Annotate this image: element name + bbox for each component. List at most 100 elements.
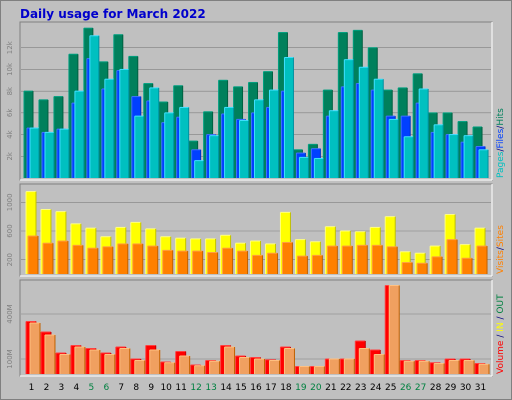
bar-fill bbox=[359, 348, 370, 374]
x-tick-label: 4 bbox=[74, 383, 80, 393]
bar-fill bbox=[44, 335, 55, 374]
bar-sites-20 bbox=[311, 254, 323, 274]
bar-sites-28 bbox=[431, 256, 443, 274]
bar-sites-21 bbox=[326, 245, 338, 274]
bar-fill bbox=[239, 120, 249, 178]
bar-fill bbox=[237, 251, 248, 274]
bar-pages-6 bbox=[104, 78, 115, 178]
bar-fill bbox=[149, 87, 159, 178]
bar-fill bbox=[59, 129, 69, 178]
x-tick-label: 21 bbox=[325, 383, 336, 393]
bar-pages-8 bbox=[134, 115, 145, 178]
bar-fill bbox=[297, 256, 308, 274]
bar-pages-16 bbox=[254, 99, 265, 178]
bar-pages-25 bbox=[388, 118, 399, 178]
chart-title: Daily usage for March 2022 bbox=[20, 7, 206, 21]
x-tick-label: 27 bbox=[415, 383, 426, 393]
x-tick-label: 3 bbox=[59, 383, 65, 393]
bar-fill bbox=[194, 365, 205, 374]
bar-sites-24 bbox=[371, 244, 383, 274]
panel-visits-sites: 200 600 1000 Visits/Sites bbox=[6, 183, 506, 277]
bar-fill bbox=[327, 246, 338, 274]
x-tick-label: 15 bbox=[235, 383, 246, 393]
bar-fill bbox=[385, 216, 396, 274]
bar-fill bbox=[224, 347, 235, 374]
bar-pages-14 bbox=[224, 106, 235, 178]
bar-out-16 bbox=[254, 358, 266, 374]
bar-fill bbox=[164, 362, 175, 374]
bar-sites-1 bbox=[27, 235, 39, 274]
bar-fill bbox=[149, 350, 160, 374]
bar-fill bbox=[209, 361, 220, 374]
bar-fill bbox=[284, 348, 295, 374]
bar-fill bbox=[147, 246, 158, 274]
panel-volume-in-out: 100M 400M Volume / IN / OUT bbox=[6, 279, 506, 377]
bar-sites-6 bbox=[102, 246, 114, 274]
bar-fill bbox=[404, 361, 415, 374]
bar-out-3 bbox=[59, 354, 71, 374]
bar-fill bbox=[312, 255, 323, 274]
bar-fill bbox=[417, 263, 428, 274]
bar-fill bbox=[404, 136, 414, 178]
x-tick-label: 1 bbox=[29, 383, 35, 393]
x-tick-label: 25 bbox=[385, 383, 396, 393]
legend-pages: Pages bbox=[496, 151, 506, 178]
bar-fill bbox=[314, 158, 324, 178]
bar-pages-26 bbox=[403, 136, 414, 178]
bar-fill bbox=[342, 246, 353, 274]
bar-fill bbox=[179, 107, 189, 178]
bar-pages-20 bbox=[313, 157, 324, 178]
legend-sep: / bbox=[496, 148, 506, 152]
x-tick-label: 13 bbox=[205, 383, 216, 393]
bar-pages-11 bbox=[179, 106, 190, 178]
bar-fill bbox=[194, 160, 204, 178]
bar-fill bbox=[389, 285, 400, 374]
bar-fill bbox=[479, 364, 490, 374]
x-tick-label: 8 bbox=[133, 383, 139, 393]
bar-fill bbox=[224, 107, 234, 178]
bar-fill bbox=[329, 110, 339, 178]
bar-out-31 bbox=[478, 363, 490, 374]
bar-fill bbox=[42, 243, 53, 274]
bar-sites-8 bbox=[132, 243, 144, 274]
bar-fill bbox=[119, 69, 129, 178]
bar-pages-13 bbox=[209, 135, 220, 178]
bar-fill bbox=[252, 255, 263, 274]
bar-fill bbox=[74, 91, 84, 178]
bar-sites-13 bbox=[207, 252, 219, 274]
bar-pages-23 bbox=[358, 66, 369, 178]
bar-fill bbox=[329, 359, 340, 374]
bar-fill bbox=[72, 245, 83, 274]
bar-sites-17 bbox=[266, 252, 278, 274]
bar-out-23 bbox=[358, 348, 370, 374]
bar-out-10 bbox=[164, 362, 176, 374]
bar-out-8 bbox=[134, 360, 146, 374]
bar-pages-30 bbox=[463, 135, 474, 178]
bar-sites-30 bbox=[461, 257, 473, 274]
bar-out-29 bbox=[448, 360, 460, 374]
y-tick-label: 200 bbox=[6, 253, 14, 266]
bar-fill bbox=[344, 359, 355, 374]
bar-sites-19 bbox=[296, 255, 308, 274]
bar-sites-2 bbox=[42, 242, 54, 274]
bar-fill bbox=[209, 135, 219, 178]
bar-fill bbox=[447, 239, 458, 274]
x-tick-label: 30 bbox=[460, 383, 472, 393]
bar-fill bbox=[222, 248, 233, 274]
bar-out-25 bbox=[388, 285, 400, 374]
bar-fill bbox=[357, 245, 368, 274]
bar-fill bbox=[134, 360, 145, 374]
bar-pages-9 bbox=[149, 87, 160, 178]
bar-fill bbox=[30, 323, 40, 374]
bar-fill bbox=[449, 134, 459, 178]
bar-out-7 bbox=[119, 348, 131, 374]
bar-pages-18 bbox=[283, 56, 294, 178]
y-tick-label: 8k bbox=[6, 86, 14, 95]
bar-pages-31 bbox=[478, 149, 489, 178]
bar-fill bbox=[162, 250, 173, 274]
bar-sites-15 bbox=[237, 250, 249, 274]
y-tick-label: 100M bbox=[6, 349, 14, 368]
x-tick-label: 17 bbox=[265, 383, 276, 393]
x-tick-label: 20 bbox=[310, 383, 322, 393]
